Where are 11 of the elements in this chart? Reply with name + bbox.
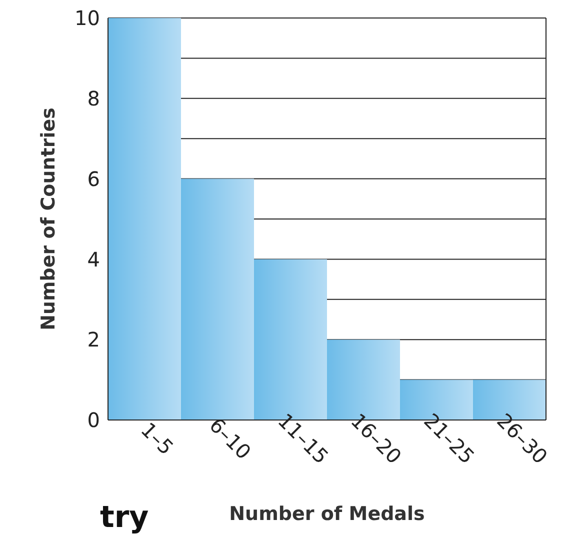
y-tick-label: 8 bbox=[87, 86, 100, 110]
bar bbox=[181, 178, 254, 420]
text: try bbox=[100, 500, 149, 535]
x-axis-title: Number of Medals bbox=[229, 503, 425, 525]
y-axis-title: Number of Countries bbox=[38, 108, 60, 330]
y-tick-label: 2 bbox=[87, 328, 100, 352]
y-tick-label: 10 bbox=[74, 6, 100, 30]
y-tick-label: 6 bbox=[87, 166, 100, 191]
y-tick-label: 4 bbox=[87, 247, 100, 272]
y-tick-label: 0 bbox=[87, 408, 100, 432]
x-tick-label: 1–5 bbox=[136, 418, 178, 460]
